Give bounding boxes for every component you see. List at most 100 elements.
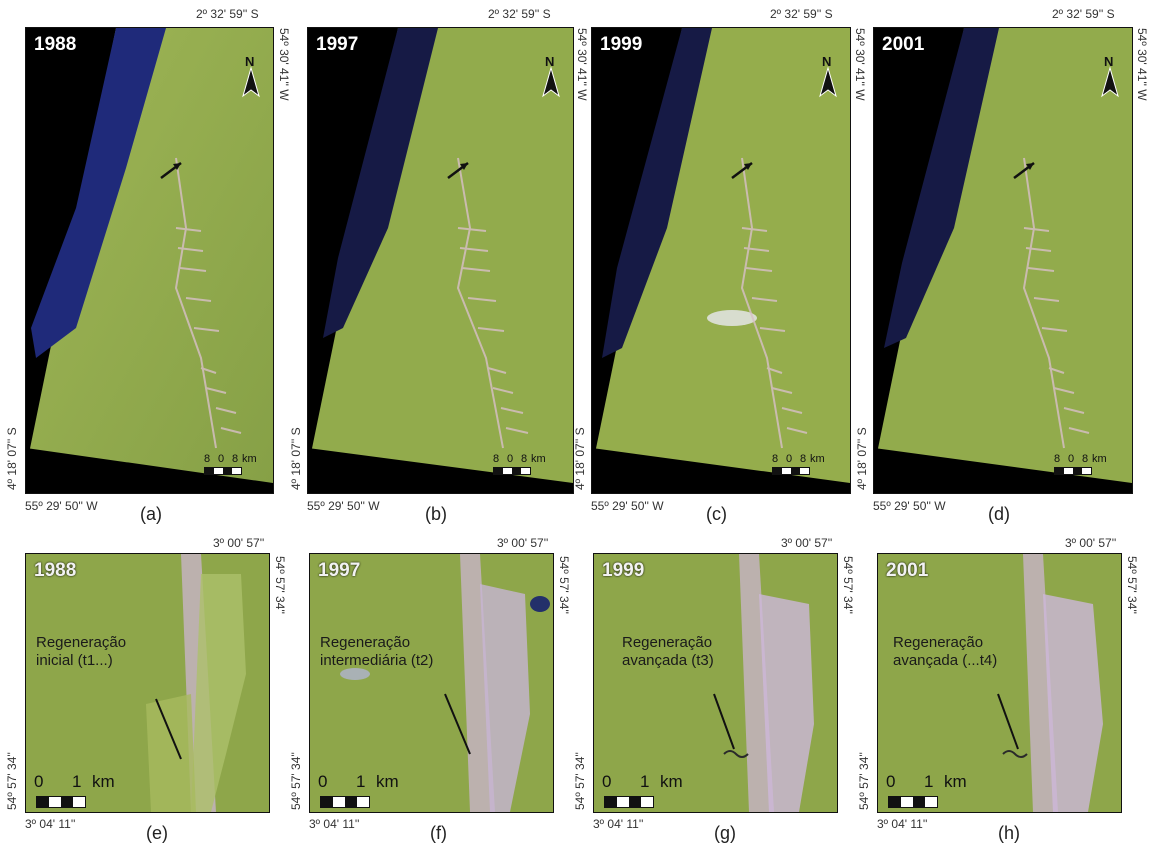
scale-bar: 0 1 km <box>318 772 428 810</box>
scale-unit: km <box>242 453 257 465</box>
coord-west: 55º 29' 50'' W <box>873 499 946 513</box>
annotation-line: Regeneração <box>320 634 411 651</box>
scale-label: 0 <box>318 772 328 791</box>
scale-label: 0 <box>786 453 793 465</box>
scale-label: 8 <box>204 453 211 465</box>
coord-east: 54º 57' 34'' <box>273 556 287 614</box>
coord-north: 2º 32' 59'' S <box>770 7 833 21</box>
scale-unit: km <box>92 772 115 791</box>
scale-unit: km <box>1092 453 1107 465</box>
north-letter: N <box>545 54 555 69</box>
satellite-image-g <box>594 554 837 812</box>
scale-bar: 0 1 km <box>34 772 144 810</box>
scale-label: 8 <box>800 453 807 465</box>
scale-label: 0 <box>507 453 514 465</box>
satellite-image-d <box>874 28 1132 493</box>
north-arrow-icon: N <box>1100 54 1120 98</box>
scale-label: 8 <box>772 453 779 465</box>
annotation: Regeneração avançada (...t4) <box>893 634 997 670</box>
scale-label: 8 <box>232 453 239 465</box>
north-arrow-icon: N <box>818 54 838 98</box>
map-panel-b: 1997 N 8 0 8 km <box>307 27 574 494</box>
satellite-image-c <box>592 28 850 493</box>
annotation-line: inicial (t1...) <box>36 652 113 669</box>
coord-east: 54º 30' 41'' W <box>575 28 589 101</box>
coord-north: 3º 00' 57'' <box>1065 536 1117 550</box>
map-panel-h: 2001 Regeneração avançada (...t4) 0 1 km <box>877 553 1122 813</box>
panel-label: (f) <box>430 823 447 843</box>
map-panel-f: 1997 Regeneração intermediária (t2) 0 1 … <box>309 553 554 813</box>
panel-label: (h) <box>998 823 1020 843</box>
scale-label: 8 <box>1082 453 1089 465</box>
annotation-line: Regeneração <box>622 634 713 651</box>
scale-label: 8 <box>521 453 528 465</box>
scale-label: 0 <box>886 772 896 791</box>
coord-north: 2º 32' 59'' S <box>488 7 551 21</box>
scale-label: 0 <box>218 453 225 465</box>
panel-label: (e) <box>146 823 168 843</box>
panel-label: (a) <box>140 504 162 524</box>
year-label: 1988 <box>34 34 77 55</box>
coord-west: 55º 29' 50'' W <box>591 499 664 513</box>
scale-bar: 8 0 8 km <box>204 453 264 477</box>
map-panel-c: 1999 N 8 0 8 km <box>591 27 851 494</box>
coord-south: 4º 18' 07'' S <box>289 427 303 490</box>
coord-west: 54º 57' 34'' <box>289 752 303 810</box>
north-letter: N <box>1104 54 1114 69</box>
coord-west: 55º 29' 50'' W <box>25 499 98 513</box>
scale-label: 8 <box>1054 453 1061 465</box>
annotation-line: avançada (...t4) <box>893 652 998 669</box>
scale-label: 1 <box>356 772 366 791</box>
coord-east: 54º 57' 34'' <box>841 556 855 614</box>
satellite-image-b <box>308 28 573 493</box>
north-arrow-icon: N <box>541 54 561 98</box>
year-label: 1997 <box>316 34 359 55</box>
panel-label: (b) <box>425 504 447 524</box>
coord-west: 55º 29' 50'' W <box>307 499 380 513</box>
coord-south: 3º 04' 11'' <box>309 817 360 831</box>
coord-west: 54º 57' 34'' <box>573 752 587 810</box>
satellite-image-h <box>878 554 1121 812</box>
annotation: Regeneração avançada (t3) <box>622 634 714 670</box>
map-panel-a: 1988 N 8 0 8 km <box>25 27 274 494</box>
annotation-line: Regeneração <box>36 634 127 651</box>
north-arrow-icon: N <box>241 54 261 98</box>
annotation: Regeneração inicial (t1...) <box>36 634 126 670</box>
coord-south: 4º 18' 07'' S <box>5 427 19 490</box>
scale-bar: 8 0 8 km <box>772 453 842 477</box>
scale-bar: 0 1 km <box>886 772 996 810</box>
panel-label: (c) <box>706 504 727 524</box>
annotation-line: Regeneração <box>893 634 984 651</box>
coord-north: 3º 00' 57'' <box>213 536 265 550</box>
scale-label: 0 <box>602 772 612 791</box>
panel-label: (d) <box>988 504 1010 524</box>
coord-west: 54º 57' 34'' <box>857 752 871 810</box>
year-label: 1988 <box>34 560 77 581</box>
scale-unit: km <box>810 453 825 465</box>
annotation-line: avançada (t3) <box>622 652 714 669</box>
coord-south: 4º 18' 07'' S <box>573 427 587 490</box>
coord-east: 54º 30' 41'' W <box>853 28 867 101</box>
scale-label: 0 <box>34 772 44 791</box>
coord-north: 3º 00' 57'' <box>781 536 833 550</box>
north-letter: N <box>822 54 832 69</box>
coord-east: 54º 30' 41'' W <box>1135 28 1149 101</box>
satellite-image-e <box>26 554 269 812</box>
coord-north: 3º 00' 57'' <box>497 536 549 550</box>
scale-unit: km <box>376 772 399 791</box>
coord-east: 54º 30' 41'' W <box>277 28 291 101</box>
map-panel-g: 1999 Regeneração avançada (t3) 0 1 km <box>593 553 838 813</box>
north-letter: N <box>245 54 255 69</box>
scale-label: 1 <box>640 772 650 791</box>
year-label: 2001 <box>886 560 929 581</box>
coord-south: 3º 04' 11'' <box>593 817 644 831</box>
coord-north: 2º 32' 59'' S <box>196 7 259 21</box>
scale-bar: 8 0 8 km <box>1054 453 1124 477</box>
annotation: Regeneração intermediária (t2) <box>320 634 433 670</box>
coord-east: 54º 57' 34'' <box>1125 556 1139 614</box>
coord-south: 3º 04' 11'' <box>25 817 76 831</box>
scale-label: 0 <box>1068 453 1075 465</box>
coord-south: 3º 04' 11'' <box>877 817 928 831</box>
satellite-image-f <box>310 554 553 812</box>
scale-unit: km <box>660 772 683 791</box>
